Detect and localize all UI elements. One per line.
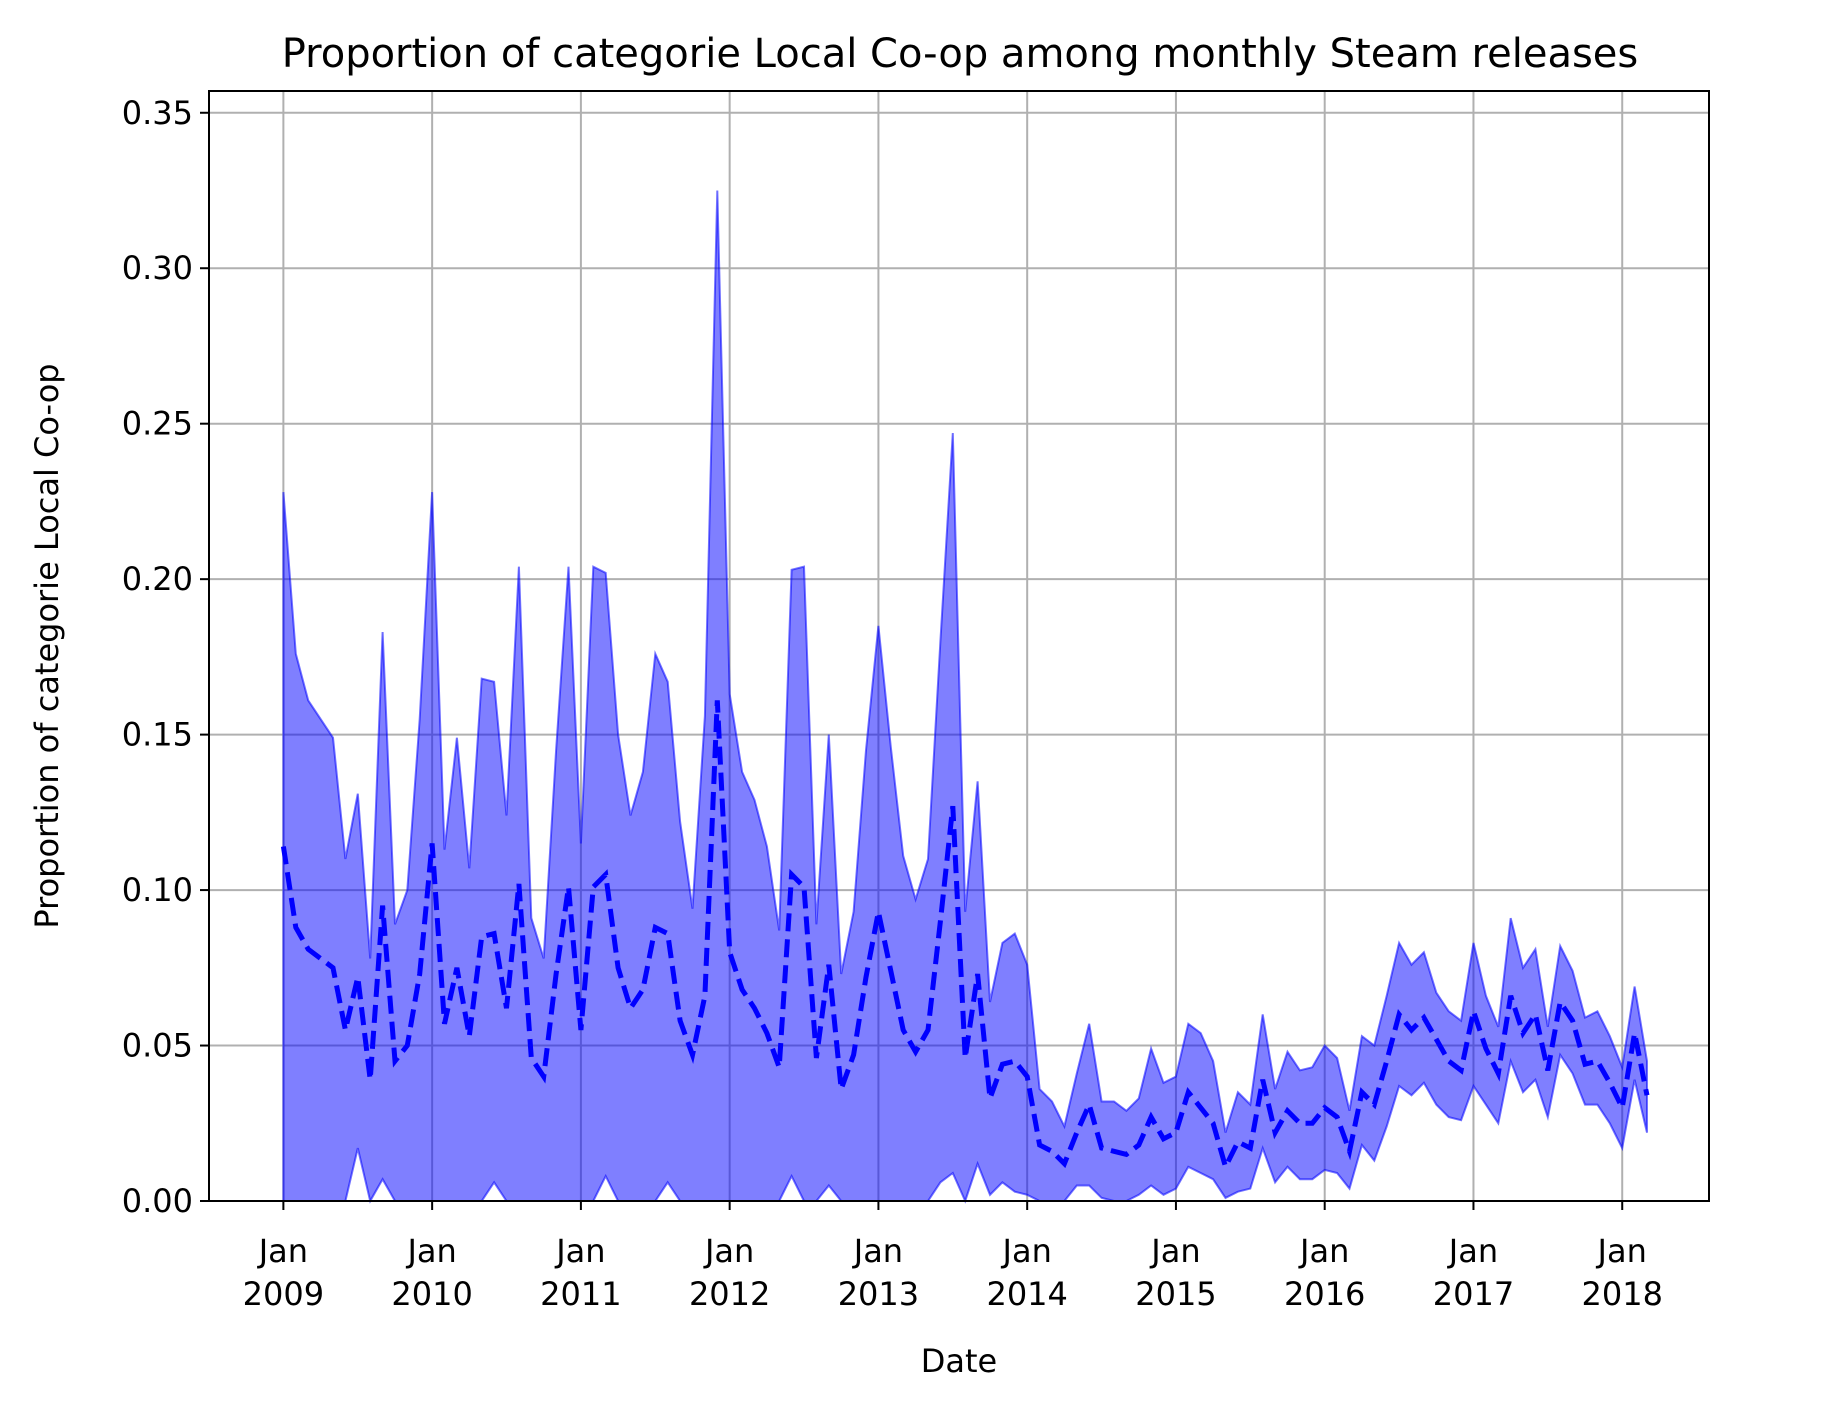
x-tick-label-year: 2010: [391, 1275, 472, 1313]
plot-area: [280, 190, 1650, 1204]
y-tick-label: 0.30: [122, 249, 193, 287]
x-tick-label-month: Jan: [703, 1232, 754, 1270]
x-tick-label-month: Jan: [1149, 1232, 1200, 1270]
x-tick-label-month: Jan: [405, 1232, 456, 1270]
chart-title: Proportion of categorie Local Co-op amon…: [282, 31, 1639, 77]
x-tick-label-month: Jan: [1298, 1232, 1349, 1270]
y-axis: 0.00 0.05 0.10 0.15 0.20 0.25 0.30 0.35: [122, 94, 209, 1220]
x-tick-label-year: 2017: [1433, 1275, 1514, 1313]
y-tick-label: 0.35: [122, 94, 193, 132]
y-tick-label: 0.15: [122, 716, 193, 754]
x-axis: Jan 2009 Jan 2010 Jan 2011 Jan 2012 Jan 2013 Jan 20…: [243, 1201, 1663, 1313]
x-tick-label-year: 2014: [986, 1275, 1067, 1313]
x-tick-label-year: 2018: [1582, 1275, 1663, 1313]
axes-frame: [208, 90, 1710, 1202]
y-tick-label: 0.25: [122, 405, 193, 443]
x-tick-label-month: Jan: [257, 1232, 308, 1270]
x-tick-label-year: 2015: [1135, 1275, 1216, 1313]
y-tick-label: 0.10: [122, 871, 193, 909]
y-axis-label: Proportion of categorie Local Co-op: [28, 363, 66, 928]
y-tick-label: 0.20: [122, 560, 193, 598]
x-tick-label-year: 2012: [689, 1275, 770, 1313]
x-tick-label-month: Jan: [1001, 1232, 1052, 1270]
x-tick-label-month: Jan: [554, 1232, 605, 1270]
x-tick-label-year: 2013: [838, 1275, 919, 1313]
x-tick-label-year: 2011: [540, 1275, 621, 1313]
x-tick-label-year: 2016: [1284, 1275, 1365, 1313]
y-tick-label: 0.00: [122, 1182, 193, 1220]
x-tick-label-month: Jan: [1447, 1232, 1498, 1270]
x-axis-label: Date: [921, 1342, 997, 1380]
y-tick-label: 0.05: [122, 1027, 193, 1065]
x-tick-label-year: 2009: [243, 1275, 324, 1313]
x-tick-label-month: Jan: [852, 1232, 903, 1270]
x-tick-label-month: Jan: [1596, 1232, 1647, 1270]
